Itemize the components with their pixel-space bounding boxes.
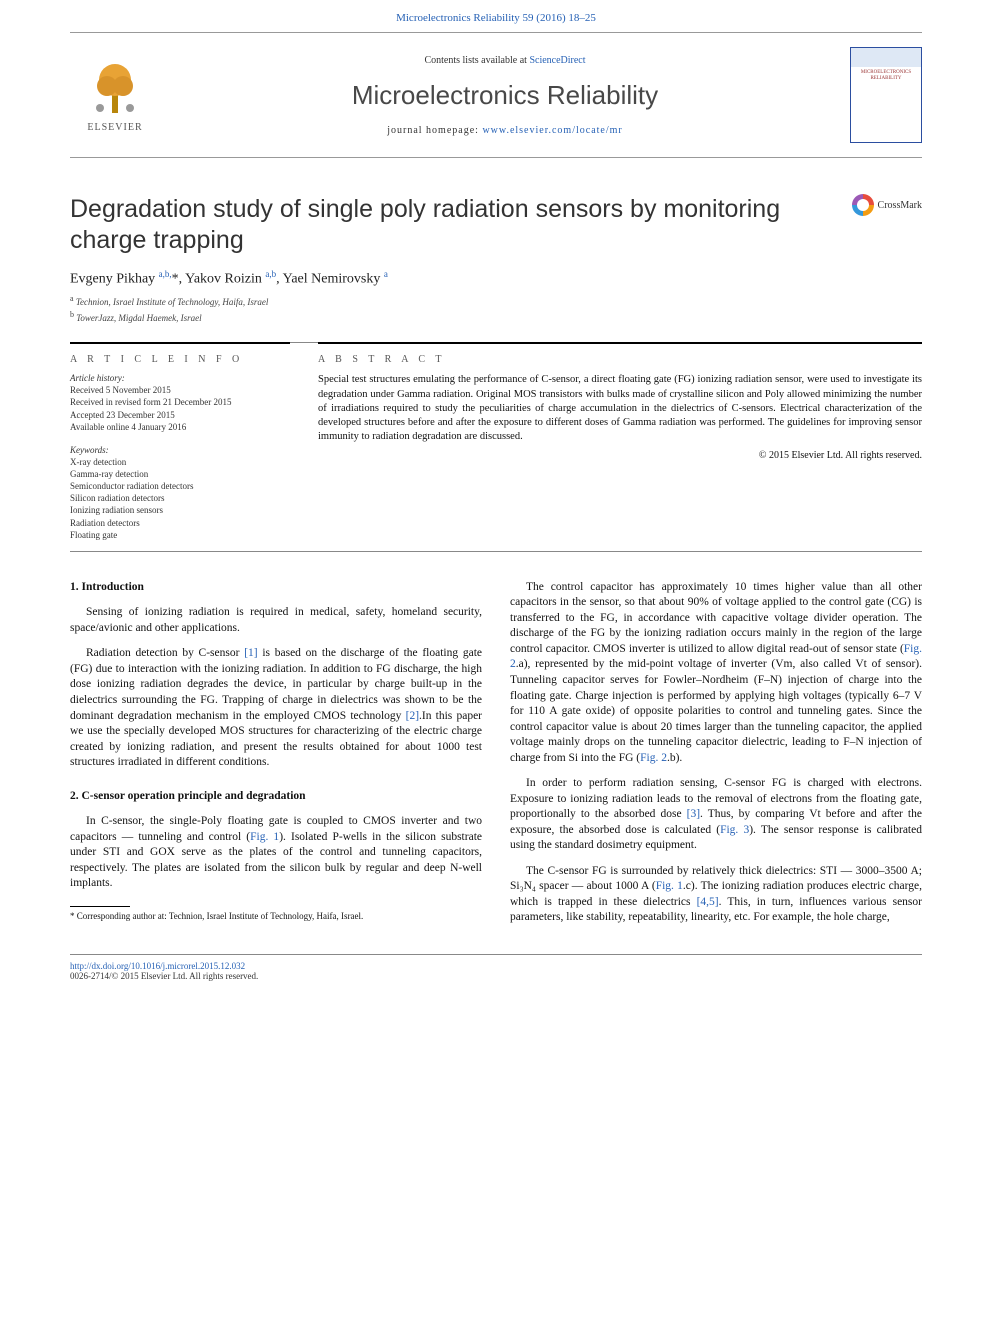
fig-1-link[interactable]: Fig. 1 <box>250 831 279 843</box>
section-1-heading: 1. Introduction <box>70 580 482 596</box>
info-bottom-rule <box>70 551 922 552</box>
fig-2b-link[interactable]: Fig. 2 <box>640 752 667 764</box>
abstract-text: Special test structures emulating the pe… <box>318 373 922 444</box>
affiliation-line: a Technion, Israel Institute of Technolo… <box>70 293 922 309</box>
journal-name: Microelectronics Reliability <box>160 80 850 111</box>
s2-p2a: The control capacitor has approximately … <box>510 581 922 655</box>
keyword-line: Floating gate <box>70 529 290 541</box>
homepage-prefix: journal homepage: <box>387 125 482 136</box>
keyword-line: Radiation detectors <box>70 517 290 529</box>
info-abstract-block: A R T I C L E I N F O Article history: R… <box>70 342 922 541</box>
body-columns: 1. Introduction Sensing of ionizing radi… <box>70 580 922 934</box>
keyword-line: Ionizing radiation sensors <box>70 504 290 516</box>
sciencedirect-link[interactable]: ScienceDirect <box>529 55 585 66</box>
affiliations: a Technion, Israel Institute of Technolo… <box>70 293 922 324</box>
elsevier-logo: ELSEVIER <box>70 45 160 145</box>
corresponding-footnote: * Corresponding author at: Technion, Isr… <box>70 910 482 922</box>
affiliation-line: b TowerJazz, Migdal Haemek, Israel <box>70 309 922 325</box>
homepage-line: journal homepage: www.elsevier.com/locat… <box>160 125 850 136</box>
s2-p2b: .a), represented by the mid-point voltag… <box>510 658 922 763</box>
issn-copyright: 0026-2714/© 2015 Elsevier Ltd. All right… <box>70 971 258 981</box>
s1-p2: Radiation detection by C-sensor [1] is b… <box>70 646 482 770</box>
title-block: Degradation study of single poly radiati… <box>70 194 922 257</box>
abstract-copyright: © 2015 Elsevier Ltd. All rights reserved… <box>318 450 922 461</box>
s2-p1: In C-sensor, the single-Poly floating ga… <box>70 814 482 892</box>
keyword-line: X-ray detection <box>70 456 290 468</box>
history-line: Received in revised form 21 December 201… <box>70 396 290 408</box>
keyword-line: Semiconductor radiation detectors <box>70 480 290 492</box>
ref-1[interactable]: [1] <box>244 647 257 659</box>
history-lines: Received 5 November 2015Received in revi… <box>70 384 290 433</box>
journal-citation-link[interactable]: Microelectronics Reliability 59 (2016) 1… <box>396 12 596 24</box>
article-info-col: A R T I C L E I N F O Article history: R… <box>70 342 290 541</box>
keywords-label: Keywords: <box>70 445 290 455</box>
keyword-line: Gamma-ray detection <box>70 468 290 480</box>
s2-p2c: .b). <box>667 752 682 764</box>
journal-cover-thumb: MICROELECTRONICS RELIABILITY <box>850 47 922 143</box>
ref-2[interactable]: [2] <box>406 710 419 722</box>
elsevier-tree-icon <box>85 58 145 118</box>
authors-line: Evgeny Pikhay a,b,*, Yakov Roizin a,b, Y… <box>70 269 922 288</box>
article-title: Degradation study of single poly radiati… <box>70 194 790 257</box>
abstract-col: A B S T R A C T Special test structures … <box>318 342 922 541</box>
footer: http://dx.doi.org/10.1016/j.microrel.201… <box>70 954 922 981</box>
doi-link[interactable]: http://dx.doi.org/10.1016/j.microrel.201… <box>70 961 245 971</box>
journal-header: ELSEVIER Contents lists available at Sci… <box>70 32 922 158</box>
contents-line: Contents lists available at ScienceDirec… <box>160 55 850 66</box>
history-line: Received 5 November 2015 <box>70 384 290 396</box>
homepage-link[interactable]: www.elsevier.com/locate/mr <box>482 125 622 136</box>
contents-prefix: Contents lists available at <box>424 55 529 66</box>
elsevier-label: ELSEVIER <box>87 122 142 133</box>
crossmark-label: CrossMark <box>878 200 922 211</box>
ref-4-5[interactable]: [4,5] <box>697 896 719 908</box>
history-label: Article history: <box>70 373 290 383</box>
history-line: Accepted 23 December 2015 <box>70 409 290 421</box>
s1-p2a: Radiation detection by C-sensor <box>86 647 244 659</box>
s2-p2: The control capacitor has approximately … <box>510 580 922 766</box>
crossmark-badge[interactable]: CrossMark <box>852 194 922 216</box>
footnote-rule <box>70 906 130 907</box>
journal-citation: Microelectronics Reliability 59 (2016) 1… <box>0 0 992 32</box>
cover-thumb-label: MICROELECTRONICS RELIABILITY <box>855 70 917 81</box>
history-line: Available online 4 January 2016 <box>70 421 290 433</box>
header-center: Contents lists available at ScienceDirec… <box>160 55 850 136</box>
footnote-text: Corresponding author at: Technion, Israe… <box>75 911 364 921</box>
fig-1c-link[interactable]: Fig. 1 <box>656 880 683 892</box>
section-2-heading: 2. C-sensor operation principle and degr… <box>70 789 482 805</box>
s2-p4: The C-sensor FG is surrounded by relativ… <box>510 864 922 926</box>
keyword-line: Silicon radiation detectors <box>70 492 290 504</box>
abstract-heading: A B S T R A C T <box>318 354 922 365</box>
s1-p1: Sensing of ionizing radiation is require… <box>70 605 482 636</box>
ref-3[interactable]: [3] <box>687 808 700 820</box>
fig-3-link[interactable]: Fig. 3 <box>720 824 749 836</box>
article-info-heading: A R T I C L E I N F O <box>70 354 290 365</box>
keyword-lines: X-ray detectionGamma-ray detectionSemico… <box>70 456 290 541</box>
s2-p3: In order to perform radiation sensing, C… <box>510 776 922 854</box>
crossmark-icon <box>852 194 874 216</box>
